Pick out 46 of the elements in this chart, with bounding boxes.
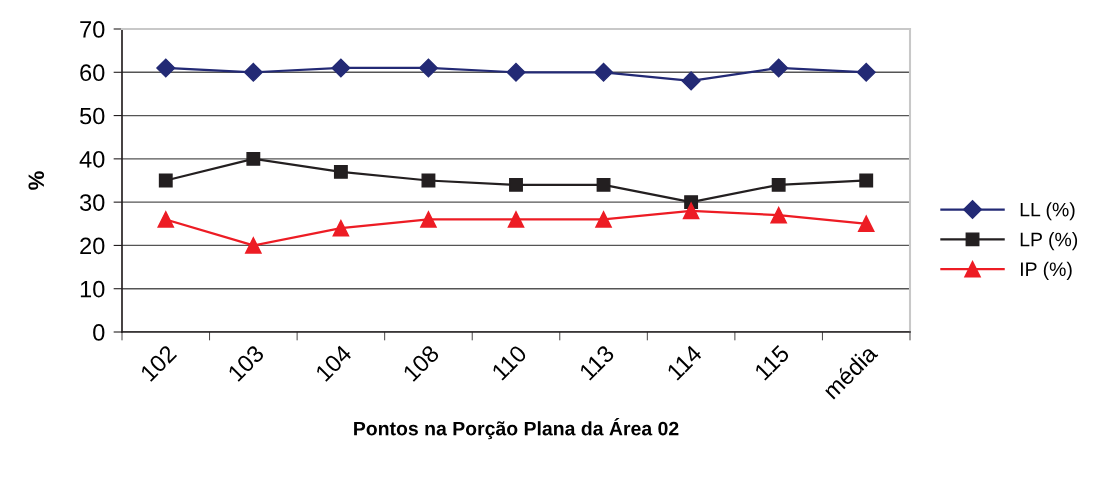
point (769, 58, 789, 78)
point (856, 62, 876, 82)
point (333, 164, 348, 179)
point (158, 173, 173, 188)
point (332, 219, 350, 237)
point (595, 211, 612, 228)
y-tick-label: 70 (80, 21, 105, 38)
point (506, 62, 526, 82)
y-tick-label: 40 (79, 150, 105, 168)
x-tick-label: 108 (402, 344, 440, 382)
legend-label: IP (%) (1020, 261, 1072, 280)
point (596, 177, 611, 192)
point (509, 177, 523, 192)
point (594, 62, 614, 82)
y-axis-title: % (28, 171, 45, 190)
legend-label: LP (%) (1020, 232, 1078, 251)
x-tick-label: 110 (491, 344, 528, 381)
point (682, 202, 700, 220)
point (681, 71, 701, 91)
y-tick-label: 20 (80, 237, 105, 255)
x-tick-label: 104 (314, 344, 353, 382)
x-axis-title: Pontos na Porção Plana da Área 02 (354, 418, 679, 440)
point (243, 62, 263, 82)
point (418, 58, 438, 78)
x-tick-label: 114 (666, 344, 703, 381)
y-tick-label: 0 (93, 324, 105, 341)
point (156, 58, 176, 78)
point (246, 151, 261, 166)
y-tick-label: 30 (79, 194, 105, 211)
x-tick-label: 102 (139, 344, 178, 382)
point (859, 173, 874, 188)
legend-label: LL (%) (1020, 202, 1075, 221)
x-tick-label: 103 (227, 344, 265, 382)
y-tick-label: 10 (80, 280, 105, 298)
point (770, 206, 788, 224)
point (157, 211, 175, 228)
point (771, 177, 786, 192)
x-tick-label: 113 (578, 344, 616, 381)
y-tick-label: 50 (80, 107, 105, 125)
point (244, 237, 262, 254)
point (507, 211, 525, 228)
point (331, 58, 351, 78)
y-tick-label: 60 (80, 64, 105, 82)
point (857, 215, 875, 233)
x-tick-label: 115 (753, 344, 791, 381)
point (420, 211, 437, 228)
